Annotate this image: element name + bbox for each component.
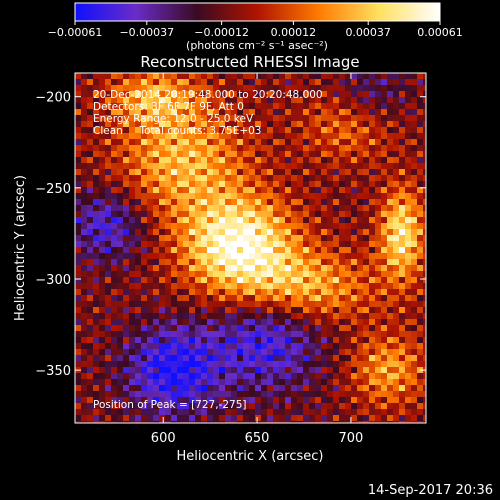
colorbar-units-label: (photons cm⁻² s⁻¹ asec⁻²) [186, 39, 328, 52]
x-tick-label: 650 [245, 431, 270, 446]
annotation-time-range: 20-Dec-2014 20:19:48.000 to 20:20:48.000 [93, 89, 323, 101]
y-tick-label: −200 [35, 91, 71, 106]
x-tick-label: 600 [151, 431, 176, 446]
colorbar-tick-label: 0.00012 [271, 26, 317, 39]
colorbar-tick-label: −0.00061 [48, 26, 103, 39]
colorbar-tick-label: 0.00061 [417, 26, 463, 39]
x-tick-label: 700 [339, 431, 364, 446]
plot-frame [74, 72, 427, 424]
chart-title: Reconstructed RHESSI Image [140, 53, 359, 71]
y-axis-label: Heliocentric Y (arcsec) [13, 175, 28, 321]
y-axis-ticks: −200 −250 −300 −350 [35, 91, 426, 379]
annotation-peak-position: Position of Peak = [727,-275] [93, 399, 247, 411]
annotation-detectors: Detectors: 3F 6F 7F 9F, Att 0 [93, 101, 244, 113]
x-axis-ticks: 600 650 700 [151, 73, 364, 446]
x-axis-label: Heliocentric X (arcsec) [177, 449, 324, 464]
y-tick-label: −300 [35, 273, 71, 288]
heatmap-image [75, 73, 426, 423]
annotation-energy-range: Energy Range: 12.0 - 25.0 keV [93, 113, 254, 125]
colorbar-ticks: −0.00061 −0.00037 −0.00012 0.00012 0.00037 0.… [48, 21, 463, 39]
annotation-clean-counts: Clean Total counts: 3.75E+03 [93, 125, 262, 137]
y-tick-label: −250 [35, 182, 71, 197]
colorbar-tick-label: −0.00037 [119, 26, 174, 39]
colorbar-tick-label: −0.00012 [194, 26, 249, 39]
colorbar-tick-label: 0.00037 [345, 26, 391, 39]
colorbar [74, 2, 441, 22]
footer-timestamp: 14-Sep-2017 20:36 [368, 483, 493, 498]
y-tick-label: −350 [35, 364, 71, 379]
